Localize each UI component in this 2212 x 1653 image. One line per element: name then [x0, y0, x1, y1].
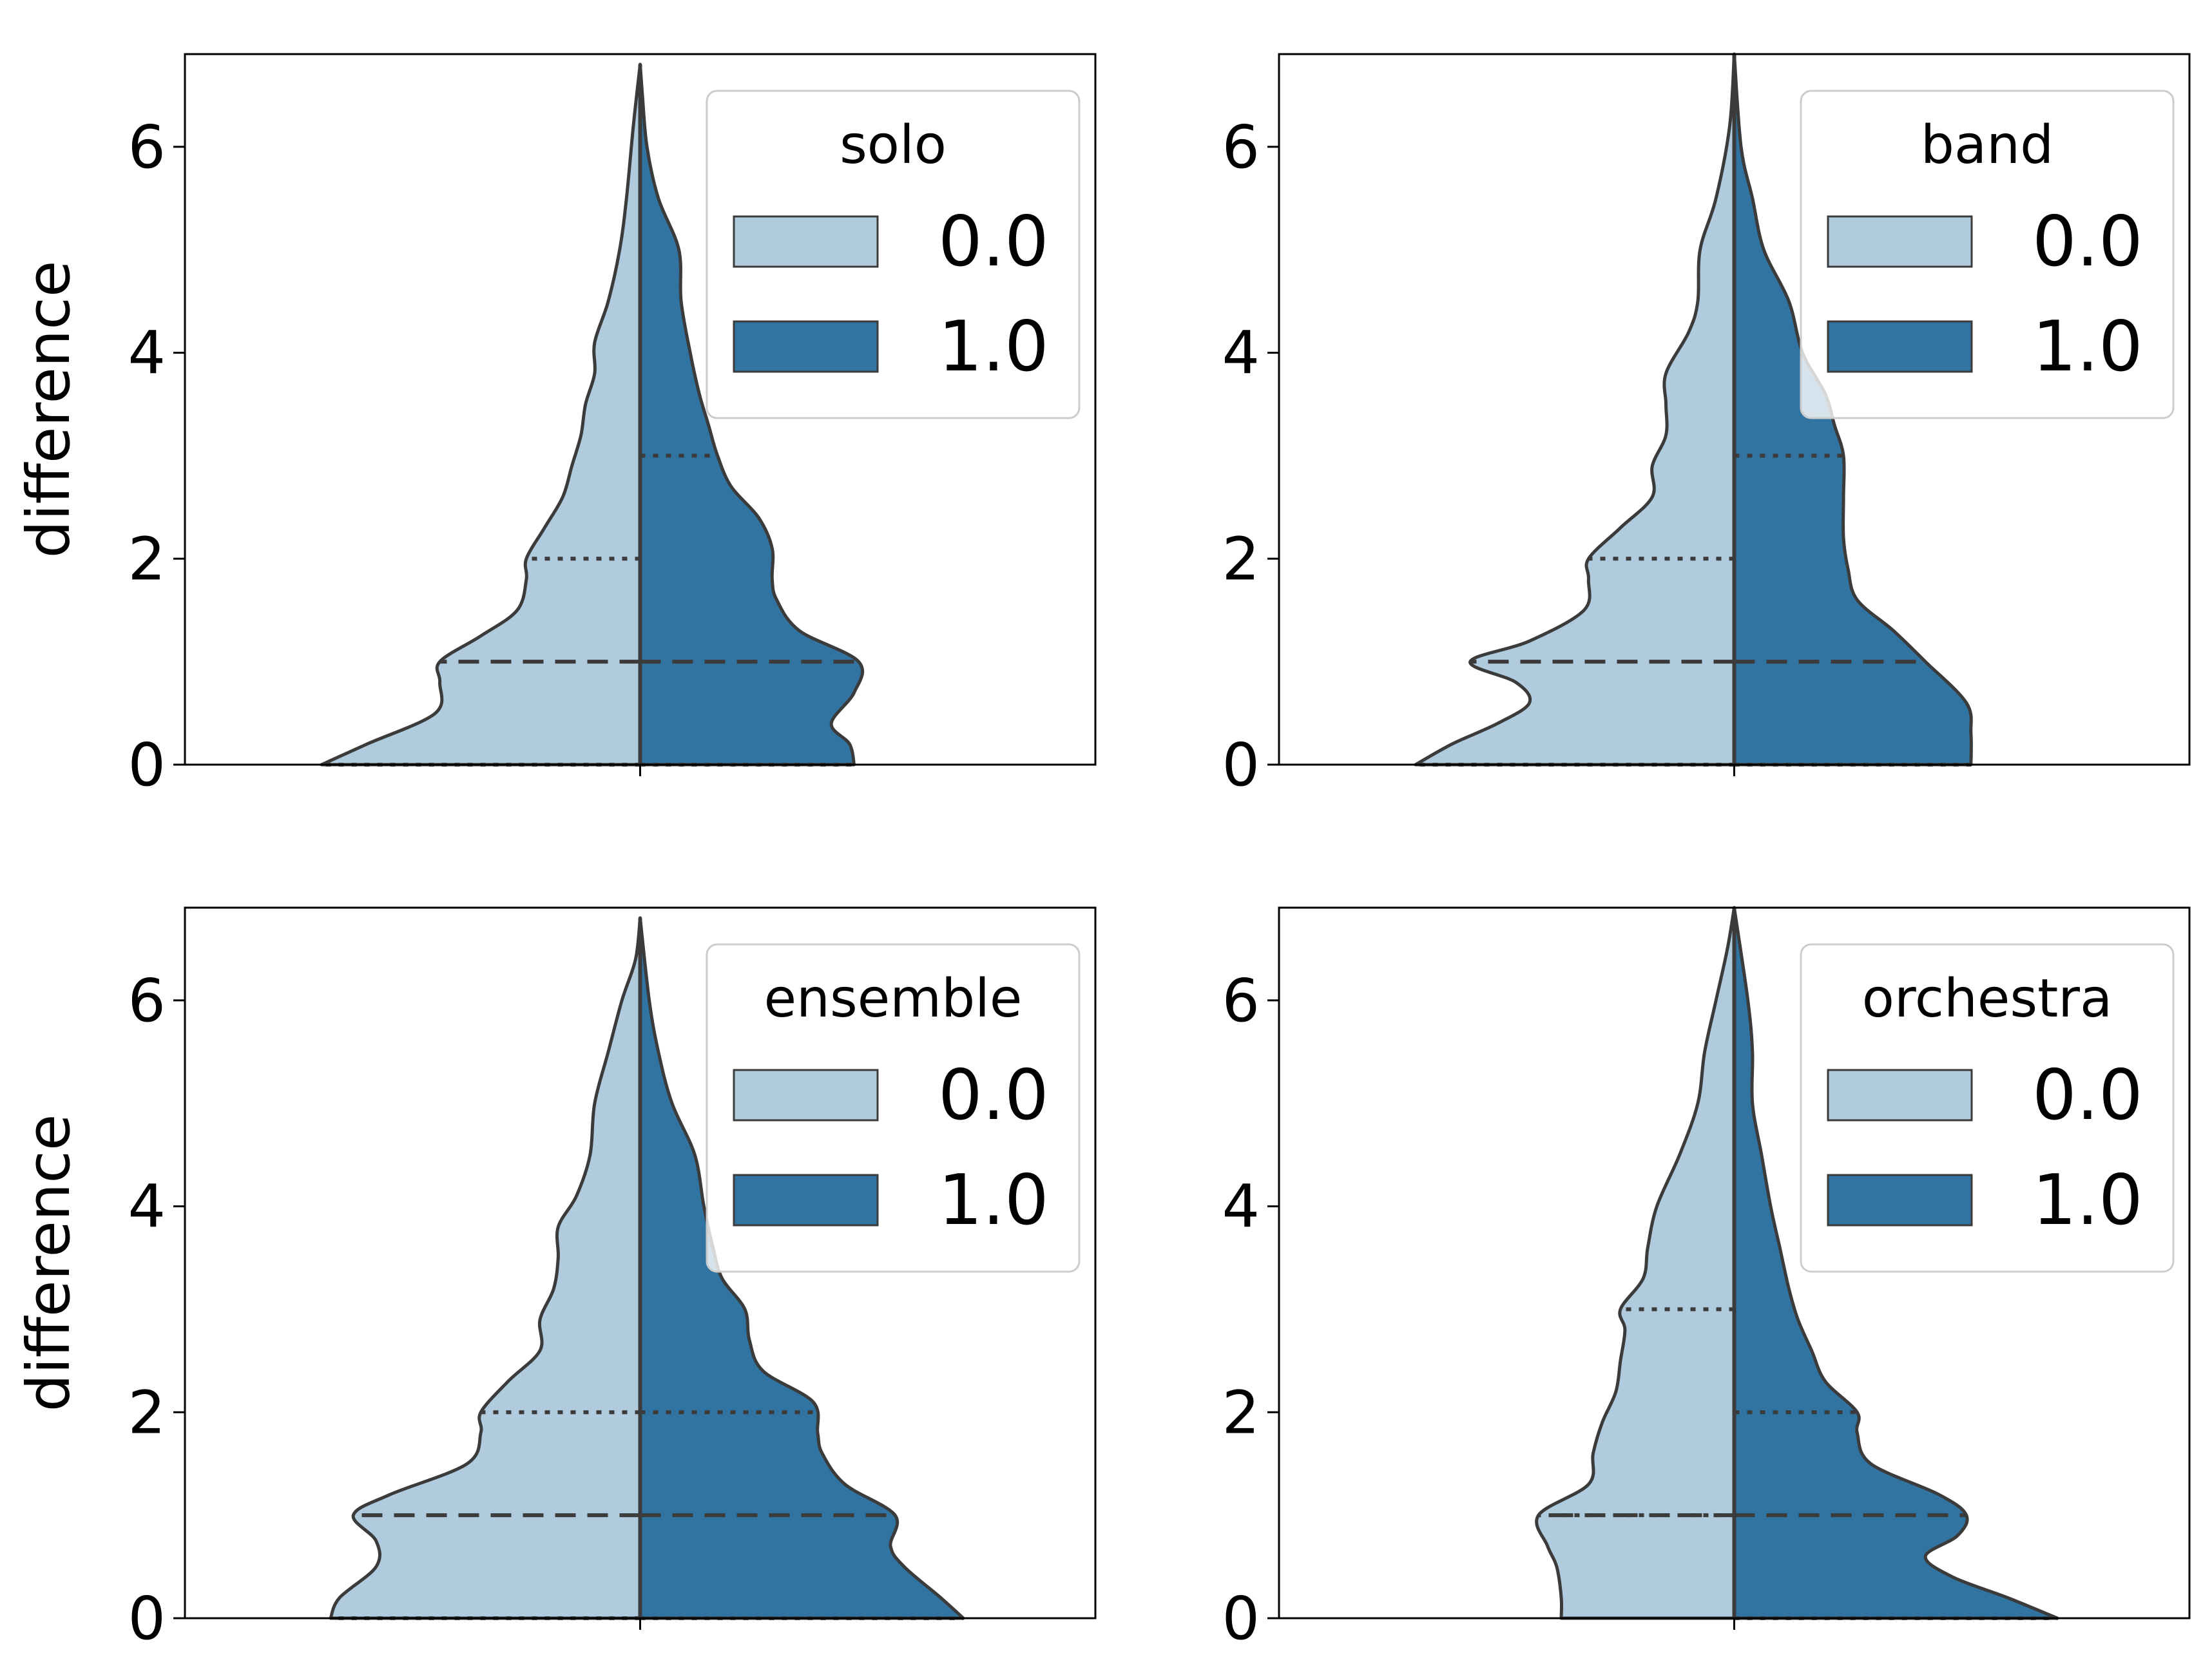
subplot-solo: 0 2 4 6 difference solo 0.0 1.0 [14, 53, 1097, 799]
violin-half-1.0 [639, 916, 965, 1620]
y-tick-label: 0 [128, 731, 166, 799]
y-tick-label: 4 [1222, 1172, 1260, 1241]
subplot-ensemble: 0 2 4 6 difference ensemble 0.0 1.0 [14, 906, 1097, 1653]
legend-title: band [1921, 115, 2053, 176]
y-tick-label: 2 [128, 524, 166, 593]
legend: orchestra 0.0 1.0 [1800, 943, 2175, 1273]
legend-entry-label: 1.0 [2032, 1160, 2143, 1241]
y-tick-label: 0 [1222, 1584, 1260, 1653]
legend-entry-label: 1.0 [2032, 307, 2143, 387]
y-tick-label: 4 [128, 1172, 166, 1241]
y-axis-label: difference [14, 1114, 83, 1412]
legend-swatch [1827, 215, 1973, 268]
violin-half-1.0 [1733, 906, 2059, 1620]
subplot-orchestra: 0 2 4 6 orchestra 0.0 1.0 [1222, 906, 2191, 1653]
legend-entry-label: 0.0 [2032, 202, 2143, 282]
legend-swatch [1827, 1174, 1973, 1227]
legend: band 0.0 1.0 [1800, 90, 2175, 419]
y-tick-label: 6 [128, 113, 166, 182]
y-tick-label: 2 [1222, 1378, 1260, 1447]
legend-title: solo [840, 115, 947, 176]
y-tick-label: 6 [128, 966, 166, 1035]
legend-swatch [733, 1069, 879, 1122]
legend-title: orchestra [1862, 968, 2112, 1029]
legend-entry-label: 1.0 [938, 307, 1049, 387]
violin-half-0.0 [1414, 52, 1736, 767]
violin-half-0.0 [320, 62, 642, 767]
y-tick-label: 6 [1222, 113, 1260, 182]
legend: solo 0.0 1.0 [706, 90, 1081, 419]
legend-swatch [733, 320, 879, 373]
violin-half-1.0 [1733, 52, 1973, 767]
legend-swatch [733, 1174, 879, 1227]
violin-half-0.0 [1535, 906, 1736, 1620]
legend-entry-label: 1.0 [938, 1160, 1049, 1241]
legend-entry-label: 0.0 [938, 202, 1049, 282]
legend-entry-label: 0.0 [2032, 1055, 2143, 1136]
y-tick-label: 0 [128, 1584, 166, 1653]
legend-swatch [733, 215, 879, 268]
violin-half-1.0 [639, 62, 864, 767]
y-tick-label: 2 [128, 1378, 166, 1447]
legend-entry-label: 0.0 [938, 1055, 1049, 1136]
y-tick-label: 4 [128, 319, 166, 388]
y-tick-label: 4 [1222, 319, 1260, 388]
legend-swatch [1827, 1069, 1973, 1122]
subplot-band: 0 2 4 6 band 0.0 1.0 [1222, 52, 2191, 799]
legend-title: ensemble [764, 968, 1023, 1029]
y-tick-label: 2 [1222, 524, 1260, 593]
y-tick-label: 6 [1222, 966, 1260, 1035]
legend-swatch [1827, 320, 1973, 373]
y-tick-label: 0 [1222, 731, 1260, 799]
legend: ensemble 0.0 1.0 [706, 943, 1081, 1273]
y-axis-label: difference [14, 261, 83, 559]
violin-half-0.0 [329, 916, 642, 1620]
